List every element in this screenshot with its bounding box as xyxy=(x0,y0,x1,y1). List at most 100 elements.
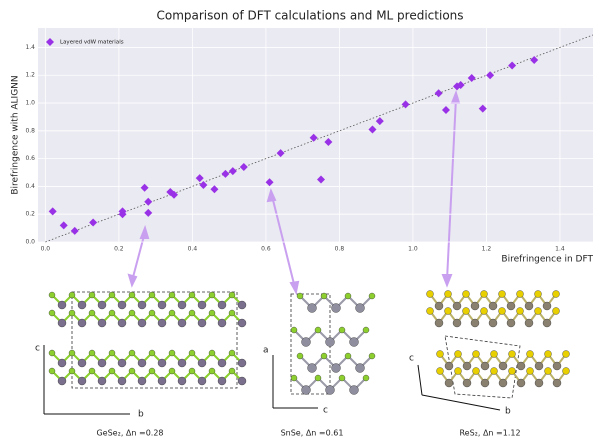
atom xyxy=(197,376,207,386)
atom xyxy=(344,352,352,360)
y-tick-label: 1.2 xyxy=(25,72,35,79)
atom xyxy=(452,301,462,311)
axis-letter: b xyxy=(505,407,511,417)
y-tick-label: 1.0 xyxy=(25,100,35,107)
axis-letter: b xyxy=(138,410,144,420)
axis-letter: c xyxy=(35,344,40,354)
atom xyxy=(355,363,365,373)
atom xyxy=(452,318,462,328)
atom xyxy=(68,291,76,299)
atom xyxy=(188,291,196,299)
data-point xyxy=(89,218,98,227)
atom xyxy=(117,376,127,386)
atom xyxy=(197,318,207,328)
x-tick-label: 0.6 xyxy=(261,246,271,253)
atom xyxy=(217,300,227,310)
atom xyxy=(534,290,542,298)
atom xyxy=(462,290,470,298)
x-tick-label: 1.0 xyxy=(408,246,418,253)
atom xyxy=(320,352,328,360)
atom xyxy=(117,358,127,368)
atom xyxy=(188,309,196,317)
atom xyxy=(344,292,352,300)
atom xyxy=(490,350,498,358)
atom xyxy=(307,303,317,313)
atom xyxy=(48,309,56,317)
atom xyxy=(137,300,147,310)
atom xyxy=(562,350,570,358)
atom xyxy=(490,367,498,375)
atom xyxy=(48,291,56,299)
atom xyxy=(368,352,376,360)
atom xyxy=(462,378,472,388)
data-point xyxy=(276,149,285,158)
y-axis-label: Birefringence with ALIGNN xyxy=(11,75,21,194)
data-point xyxy=(239,162,248,171)
atom xyxy=(97,318,107,328)
atom xyxy=(128,367,136,375)
data-point xyxy=(368,125,377,134)
data-point xyxy=(441,105,450,114)
atom xyxy=(524,301,534,311)
data-point xyxy=(118,210,127,219)
atom xyxy=(48,349,56,357)
atom xyxy=(454,367,462,375)
atom xyxy=(472,350,480,358)
atom xyxy=(77,318,87,328)
data-point xyxy=(508,61,517,70)
x-tick-label: 1.4 xyxy=(555,246,565,253)
atom xyxy=(197,358,207,368)
atom xyxy=(498,307,506,315)
atom xyxy=(117,300,127,310)
atom xyxy=(426,307,434,315)
atom xyxy=(228,349,236,357)
atom xyxy=(177,376,187,386)
atom xyxy=(470,318,480,328)
data-point xyxy=(375,117,384,126)
atom xyxy=(534,378,544,388)
atom xyxy=(349,385,359,395)
atom xyxy=(516,290,524,298)
atom xyxy=(208,367,216,375)
axis-letter: c xyxy=(409,354,414,364)
atom xyxy=(444,290,452,298)
atom xyxy=(462,361,472,371)
data-point xyxy=(210,185,219,194)
atom xyxy=(524,318,534,328)
atom xyxy=(506,301,516,311)
atom xyxy=(534,361,544,371)
atom xyxy=(498,378,508,388)
atom xyxy=(77,358,87,368)
atom xyxy=(508,350,516,358)
atom xyxy=(177,358,187,368)
legend-label: Layered vdW materials xyxy=(60,40,124,46)
x-tick-label: 0.2 xyxy=(114,246,124,253)
atom xyxy=(188,349,196,357)
data-point xyxy=(467,74,476,83)
atom xyxy=(168,291,176,299)
atom xyxy=(526,367,534,375)
atom xyxy=(552,307,560,315)
atom xyxy=(117,318,127,328)
atom xyxy=(362,374,370,382)
data-point xyxy=(309,133,318,142)
atom xyxy=(88,291,96,299)
atom xyxy=(217,376,227,386)
atom xyxy=(237,300,247,310)
atom xyxy=(314,326,322,334)
atom xyxy=(552,378,562,388)
data-point xyxy=(486,71,495,80)
atom xyxy=(177,318,187,328)
atom xyxy=(57,358,67,368)
data-point xyxy=(144,208,153,217)
atom xyxy=(480,378,490,388)
atom xyxy=(208,309,216,317)
atom xyxy=(128,349,136,357)
atom xyxy=(88,309,96,317)
data-point xyxy=(195,174,204,183)
data-point xyxy=(265,178,274,187)
atom xyxy=(57,300,67,310)
structure-label: SnSe, Δn =0.61 xyxy=(281,429,344,438)
atom xyxy=(314,374,322,382)
